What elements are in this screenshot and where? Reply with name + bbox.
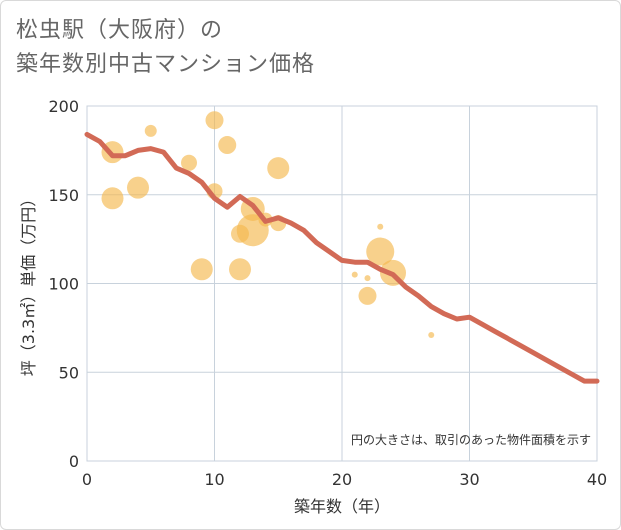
- x-tick-label: 20: [332, 470, 352, 489]
- bubble-size-note: 円の大きさは、取引のあった物件面積を示す: [351, 432, 591, 447]
- plot-area: [86, 105, 598, 462]
- bubble-point: [181, 154, 197, 171]
- y-tick-label: 150: [48, 186, 79, 205]
- x-tick-labels: 0 10 20 30 40: [82, 470, 607, 489]
- x-tick-label: 10: [204, 470, 224, 489]
- chart-title-line2: 築年数別中古マンション価格: [16, 52, 316, 77]
- price-trend-line: [84, 131, 600, 384]
- x-tick-label: 0: [82, 470, 92, 489]
- bubble-point: [377, 223, 384, 230]
- bubble-point: [358, 286, 377, 305]
- bubble-point: [267, 157, 290, 180]
- bubble-point: [205, 111, 224, 130]
- bubble-point: [366, 237, 395, 266]
- y-tick-label: 100: [48, 275, 79, 294]
- y-tick-label: 0: [69, 452, 79, 471]
- chart-title-line1: 松虫駅（大阪府）の: [16, 18, 224, 43]
- x-tick-label: 40: [587, 470, 607, 489]
- bubble-layer: [101, 111, 435, 338]
- bubble-point: [428, 331, 435, 338]
- bubble-point: [101, 187, 124, 210]
- y-tick-label: 200: [48, 97, 79, 116]
- y-axis-title: 坪（3.3㎡）単価（万円）: [19, 191, 38, 376]
- x-axis-title: 築年数（年）: [294, 497, 390, 516]
- bubble-point: [364, 275, 371, 282]
- x-tick-label: 30: [459, 470, 479, 489]
- chart-title: 松虫駅（大阪府）の 築年数別中古マンション価格: [16, 14, 315, 82]
- bubble-point: [127, 176, 149, 199]
- bubble-point: [144, 124, 157, 137]
- bubble-point: [351, 271, 358, 278]
- y-tick-labels: 0 50 100 150 200: [48, 97, 79, 471]
- grid-lines: [86, 105, 598, 462]
- bubble-point: [218, 136, 237, 155]
- bubble-point: [190, 258, 213, 281]
- bubble-point: [229, 258, 251, 281]
- y-tick-label: 50: [59, 363, 79, 382]
